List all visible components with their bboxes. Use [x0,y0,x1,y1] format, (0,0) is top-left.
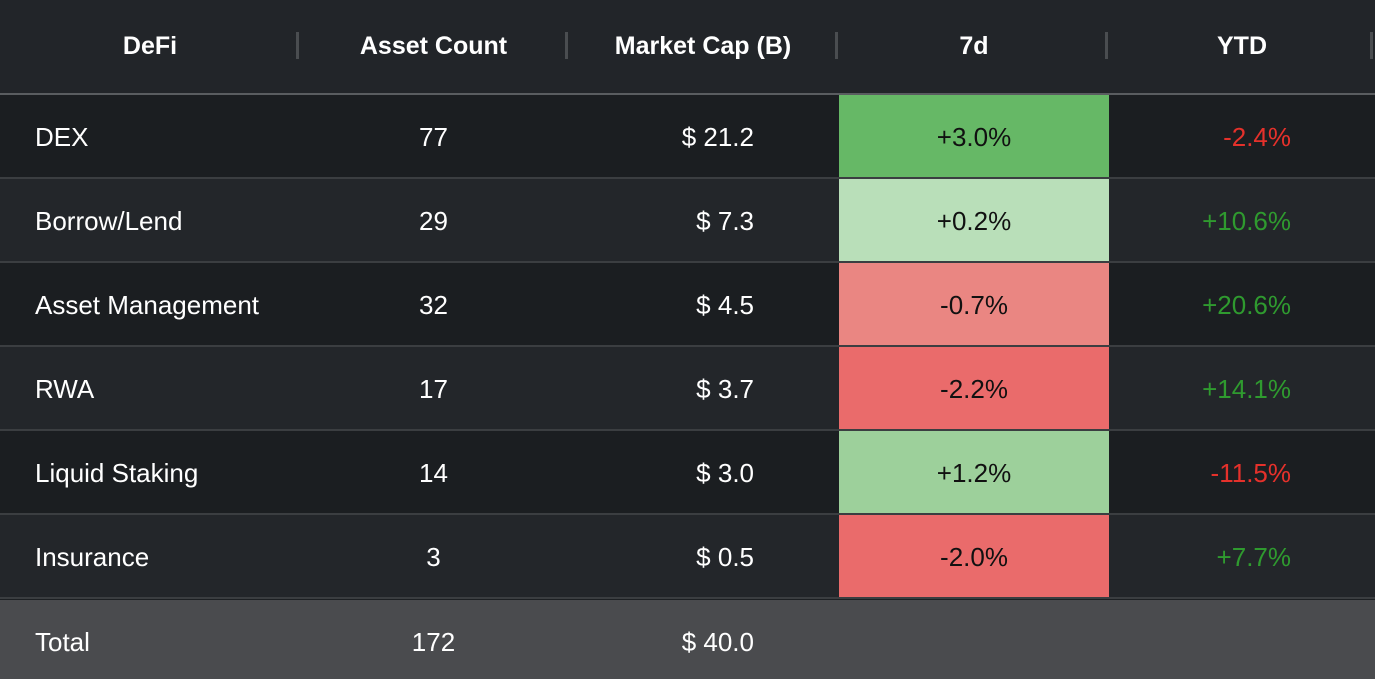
header-defi: DeFi [122,32,178,60]
row-category: Liquid Staking [35,458,199,488]
row-market-cap: $ 7.3 [696,206,754,236]
row-asset-count: 17 [419,374,448,404]
row-asset-count: 32 [419,290,448,320]
row-ytd-change: +20.6% [1202,290,1291,320]
header-7d: 7d [959,32,989,60]
table-row: Borrow/Lend 29 $ 7.3 +0.2% +10.6% [0,179,1375,263]
total-market-cap: $ 40.0 [681,627,754,657]
row-asset-count: 3 [426,542,441,572]
row-ytd-change: +7.7% [1216,542,1291,572]
row-7d-change: +3.0% [839,95,1109,177]
row-ytd-change: +10.6% [1202,206,1291,236]
header-asset-count: Asset Count [359,32,508,60]
column-divider [565,32,568,59]
row-7d-change: +0.2% [839,179,1109,261]
row-category: Borrow/Lend [35,206,183,236]
row-category: DEX [35,122,89,152]
table-row: Insurance 3 $ 0.5 -2.0% +7.7% [0,515,1375,599]
row-market-cap: $ 4.5 [696,290,754,320]
total-label: Total [35,627,90,657]
header-ytd: YTD [1217,32,1267,60]
row-market-cap: $ 3.0 [696,458,754,488]
table-row: RWA 17 $ 3.7 -2.2% +14.1% [0,347,1375,431]
column-divider [835,32,838,59]
row-ytd-change: -2.4% [1223,122,1291,152]
row-7d-change: +1.2% [839,431,1109,513]
table-row: Liquid Staking 14 $ 3.0 +1.2% -11.5% [0,431,1375,515]
row-category: Asset Management [35,290,260,320]
row-category: Insurance [35,542,150,572]
column-divider [296,32,299,59]
row-market-cap: $ 3.7 [696,374,754,404]
row-asset-count: 77 [419,122,448,152]
column-divider [1370,32,1373,59]
row-market-cap: $ 21.2 [681,122,754,152]
row-category: RWA [35,374,95,404]
row-7d-change: -0.7% [839,263,1109,345]
row-ytd-change: -11.5% [1210,458,1291,488]
total-row: Total 172 $ 40.0 [0,600,1375,679]
table-row: Asset Management 32 $ 4.5 -0.7% +20.6% [0,263,1375,347]
row-market-cap: $ 0.5 [696,542,754,572]
table-header: DeFi Asset Count Market Cap (B) 7d YTD [0,0,1375,95]
table-row: DEX 77 $ 21.2 +3.0% -2.4% [0,95,1375,179]
header-market-cap: Market Cap (B) [614,32,792,60]
row-7d-change: -2.0% [839,515,1109,597]
row-asset-count: 14 [419,458,448,488]
row-7d-change: -2.2% [839,347,1109,429]
column-divider [1105,32,1108,59]
total-asset-count: 172 [411,627,456,657]
row-asset-count: 29 [419,206,448,236]
row-ytd-change: +14.1% [1202,374,1291,404]
